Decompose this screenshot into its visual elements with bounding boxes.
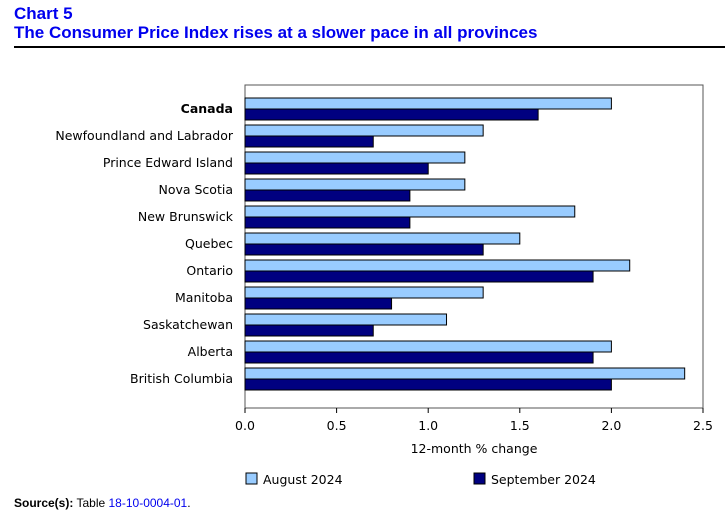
chart-title: The Consumer Price Index rises at a slow…	[14, 23, 538, 42]
chart-number: Chart 5	[14, 4, 73, 23]
x-tick-label: 1.5	[510, 418, 530, 433]
bar-august	[244, 232, 521, 245]
bar-august	[244, 340, 612, 353]
x-tick-label: 2.5	[693, 418, 713, 433]
bar-august	[244, 313, 448, 326]
bar-september	[244, 162, 429, 175]
source-end: .	[187, 496, 191, 510]
x-axis-label: 12-month % change	[411, 441, 538, 456]
bar-september	[244, 216, 411, 229]
source-note: Source(s): Table 18-10-0004-01.	[14, 496, 191, 510]
bar-august	[244, 97, 612, 110]
category-label: Alberta	[188, 344, 233, 359]
bar-august	[244, 367, 686, 380]
x-tick-label: 0.5	[327, 418, 347, 433]
bar-september	[244, 270, 594, 283]
bar-august	[244, 151, 466, 164]
category-label: Nova Scotia	[158, 182, 233, 197]
bar-august	[244, 259, 631, 272]
category-label: Newfoundland and Labrador	[55, 128, 233, 143]
bar-september	[244, 135, 374, 148]
legend-label: August 2024	[263, 472, 343, 487]
x-tick-label: 2.0	[601, 418, 621, 433]
category-label: Ontario	[186, 263, 233, 278]
category-label: New Brunswick	[138, 209, 234, 224]
legend-swatch-september	[473, 472, 486, 485]
x-tick-label: 1.0	[418, 418, 438, 433]
category-label: Prince Edward Island	[103, 155, 233, 170]
title-divider	[14, 46, 725, 48]
bar-september	[244, 189, 411, 202]
bar-september	[244, 378, 612, 391]
bar-august	[244, 286, 484, 299]
source-text: Table	[76, 496, 106, 510]
bar-september	[244, 108, 539, 121]
bar-august	[244, 124, 484, 137]
category-label: Manitoba	[175, 290, 233, 305]
bar-september	[244, 351, 594, 364]
category-label: Saskatchewan	[143, 317, 233, 332]
source-table-link[interactable]: 18-10-0004-01	[108, 496, 188, 510]
bar-september	[244, 324, 374, 337]
bar-august	[244, 178, 466, 191]
bar-september	[244, 243, 484, 256]
bar-august	[244, 205, 576, 218]
bar-september	[244, 297, 393, 310]
category-label: British Columbia	[130, 371, 233, 386]
x-tick-label: 0.0	[235, 418, 255, 433]
legend-swatch-august	[245, 472, 258, 485]
category-label: Canada	[181, 101, 233, 116]
category-label: Quebec	[185, 236, 233, 251]
legend-label: September 2024	[491, 472, 596, 487]
source-label: Source(s):	[14, 496, 74, 510]
